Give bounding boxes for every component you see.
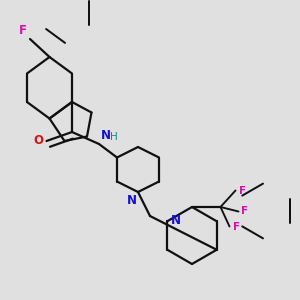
Text: O: O <box>33 134 43 148</box>
Text: F: F <box>18 24 26 37</box>
Text: F: F <box>242 206 249 217</box>
Text: N: N <box>100 129 110 142</box>
Text: N: N <box>171 214 181 226</box>
Text: H: H <box>110 132 118 142</box>
Text: N: N <box>127 194 136 206</box>
Text: F: F <box>238 185 246 196</box>
Text: F: F <box>232 221 240 232</box>
